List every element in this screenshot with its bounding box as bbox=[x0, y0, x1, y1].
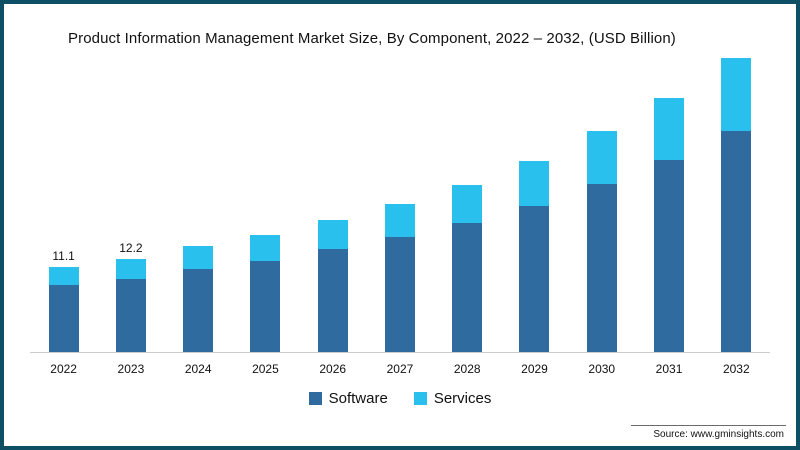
bar-segment-services bbox=[384, 204, 415, 237]
bar-segment-services bbox=[654, 98, 685, 160]
plot-area: 11.1 12.2 bbox=[30, 57, 770, 353]
legend-swatch-software bbox=[308, 392, 322, 405]
chart-title: Product Information Management Market Si… bbox=[68, 30, 676, 47]
legend-label-services: Services bbox=[433, 390, 492, 407]
x-tick-label: 2025 bbox=[252, 362, 279, 376]
bar-segment-services bbox=[519, 161, 550, 206]
bar-segment-software bbox=[115, 279, 146, 352]
bar-column-2023: 12.2 bbox=[97, 57, 164, 352]
x-tick-label: 2024 bbox=[184, 362, 212, 376]
x-tick-label: 2031 bbox=[655, 362, 683, 376]
x-tick-label: 2027 bbox=[386, 362, 414, 376]
x-tick-label: 2032 bbox=[722, 362, 750, 376]
bar-segment-software bbox=[654, 160, 685, 352]
bar-segment-software bbox=[721, 131, 752, 352]
bar-segment-software bbox=[452, 223, 483, 352]
bar-column-2029 bbox=[501, 57, 568, 352]
legend-item-services: Services bbox=[413, 390, 492, 407]
legend-label-software: Software bbox=[328, 390, 388, 407]
bar-column-2028 bbox=[434, 57, 501, 352]
bar-column-2031 bbox=[635, 57, 702, 352]
x-tick-label: 2028 bbox=[453, 362, 481, 376]
x-tick-label: 2030 bbox=[588, 362, 616, 376]
legend: Software Services bbox=[4, 390, 796, 407]
bar-column-2030 bbox=[568, 57, 635, 352]
bar-value-label: 11.1 bbox=[52, 249, 75, 263]
x-tick-label: 2022 bbox=[50, 362, 77, 376]
bar-segment-software bbox=[317, 249, 348, 352]
x-tick-label: 2026 bbox=[319, 362, 347, 376]
bar-column-2022: 11.1 bbox=[30, 57, 97, 352]
bar-segment-services bbox=[586, 131, 617, 184]
bar-column-2032 bbox=[703, 57, 770, 352]
source-attribution: Source: www.gminsights.com bbox=[631, 425, 786, 440]
legend-item-software: Software bbox=[308, 390, 388, 407]
bar-segment-services bbox=[183, 246, 214, 269]
bar-segment-software bbox=[183, 269, 214, 352]
bar-segment-software bbox=[519, 206, 550, 352]
bar-segment-services bbox=[48, 267, 79, 285]
bar-segment-services bbox=[115, 259, 146, 279]
bar-segment-services bbox=[452, 185, 483, 223]
bar-value-label: 12.2 bbox=[119, 241, 143, 255]
x-tick-label: 2023 bbox=[117, 362, 145, 376]
x-tick-label: 2029 bbox=[521, 362, 548, 376]
bar-column-2026 bbox=[299, 57, 366, 352]
bar-column-2027 bbox=[366, 57, 433, 352]
bar-segment-software bbox=[384, 237, 415, 352]
bar-segment-services bbox=[317, 220, 348, 249]
legend-swatch-services bbox=[413, 392, 427, 405]
bar-segment-services bbox=[721, 58, 752, 131]
bar-column-2024 bbox=[165, 57, 232, 352]
bar-segment-services bbox=[250, 235, 281, 261]
bar-segment-software bbox=[586, 184, 617, 352]
x-axis-labels: 2022 2023 2024 2025 2026 2027 2028 2029 2030 2031… bbox=[30, 353, 770, 376]
bar-segment-software bbox=[250, 261, 281, 352]
plot-wrap: 11.1 12.2 2022 2023 2024 2025 2026 2027 2028 202… bbox=[30, 57, 770, 376]
bar-column-2025 bbox=[232, 57, 299, 352]
bar-segment-software bbox=[48, 285, 79, 352]
